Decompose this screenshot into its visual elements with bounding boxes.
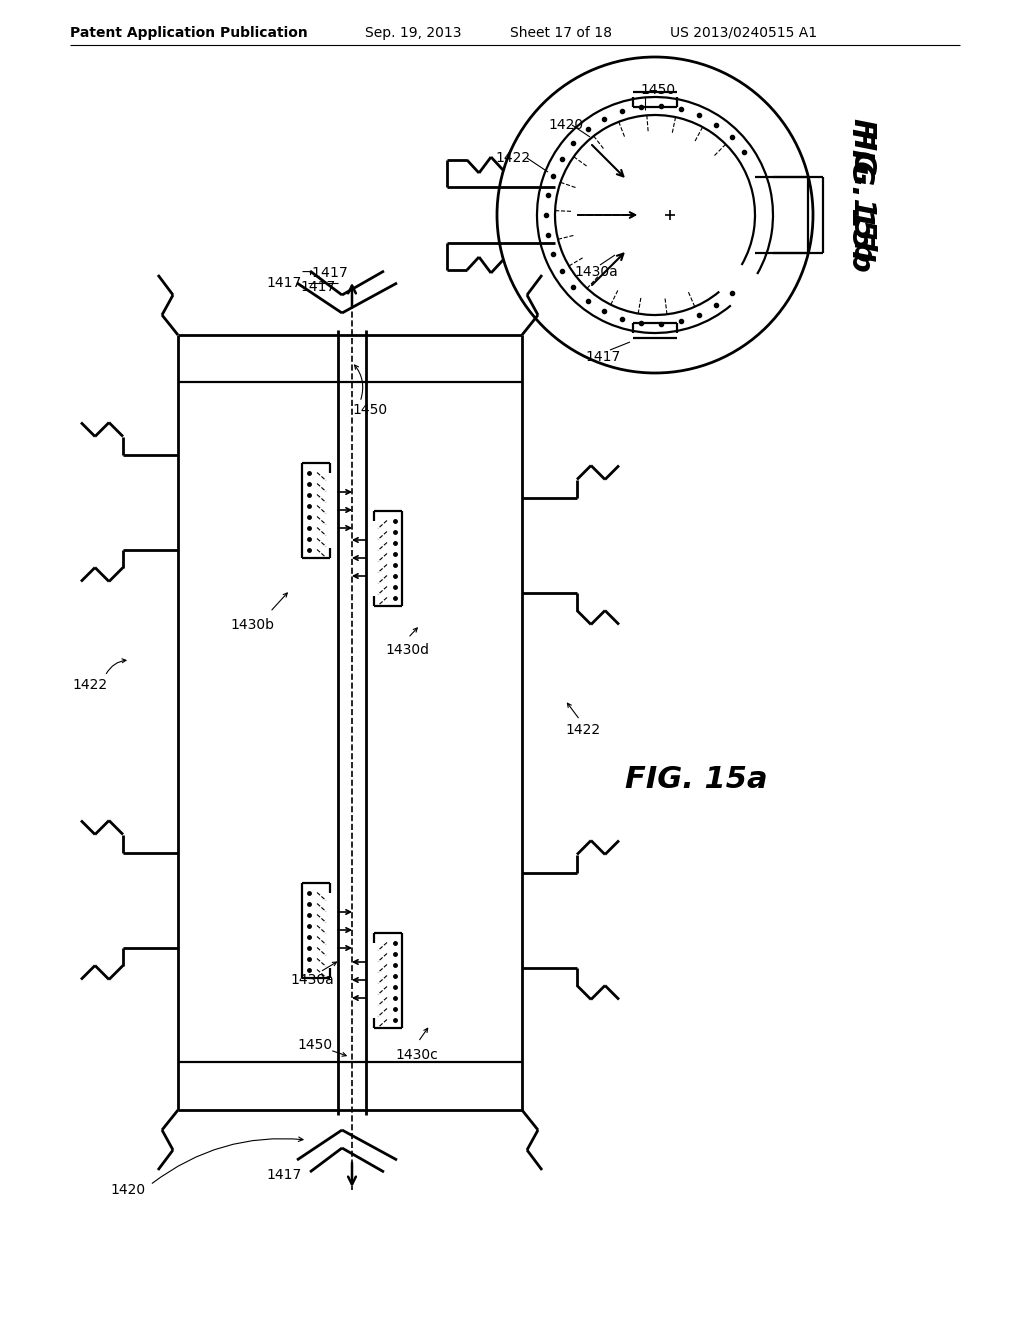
Text: 1417: 1417 (266, 276, 302, 290)
Text: 1417: 1417 (266, 1168, 302, 1181)
Text: 1422: 1422 (565, 723, 600, 737)
Text: 1420: 1420 (548, 117, 583, 132)
Text: FIG. 15b: FIG. 15b (848, 117, 877, 261)
Text: Sheet 17 of 18: Sheet 17 of 18 (510, 26, 612, 40)
Text: US 2013/0240515 A1: US 2013/0240515 A1 (670, 26, 817, 40)
Text: 1450: 1450 (297, 1038, 332, 1052)
Text: 1430b: 1430b (230, 618, 274, 632)
Text: Patent Application Publication: Patent Application Publication (70, 26, 308, 40)
Text: 1430c: 1430c (395, 1048, 437, 1063)
Text: 1422: 1422 (72, 678, 108, 692)
Text: 1450: 1450 (352, 403, 387, 417)
Text: FIG. 15a: FIG. 15a (625, 766, 768, 795)
Text: 1417: 1417 (585, 350, 621, 364)
Text: 1430d: 1430d (385, 643, 429, 657)
Text: 1420: 1420 (110, 1183, 145, 1197)
Text: 1450: 1450 (640, 83, 675, 96)
Text: 1430a: 1430a (574, 265, 617, 279)
Text: Sep. 19, 2013: Sep. 19, 2013 (365, 26, 462, 40)
Text: 1422: 1422 (495, 150, 530, 165)
Text: FIG. 15b: FIG. 15b (846, 128, 874, 272)
Text: 1430a: 1430a (290, 973, 334, 987)
Text: 1417: 1417 (300, 280, 335, 294)
Text: $\neg$1417: $\neg$1417 (300, 267, 348, 280)
